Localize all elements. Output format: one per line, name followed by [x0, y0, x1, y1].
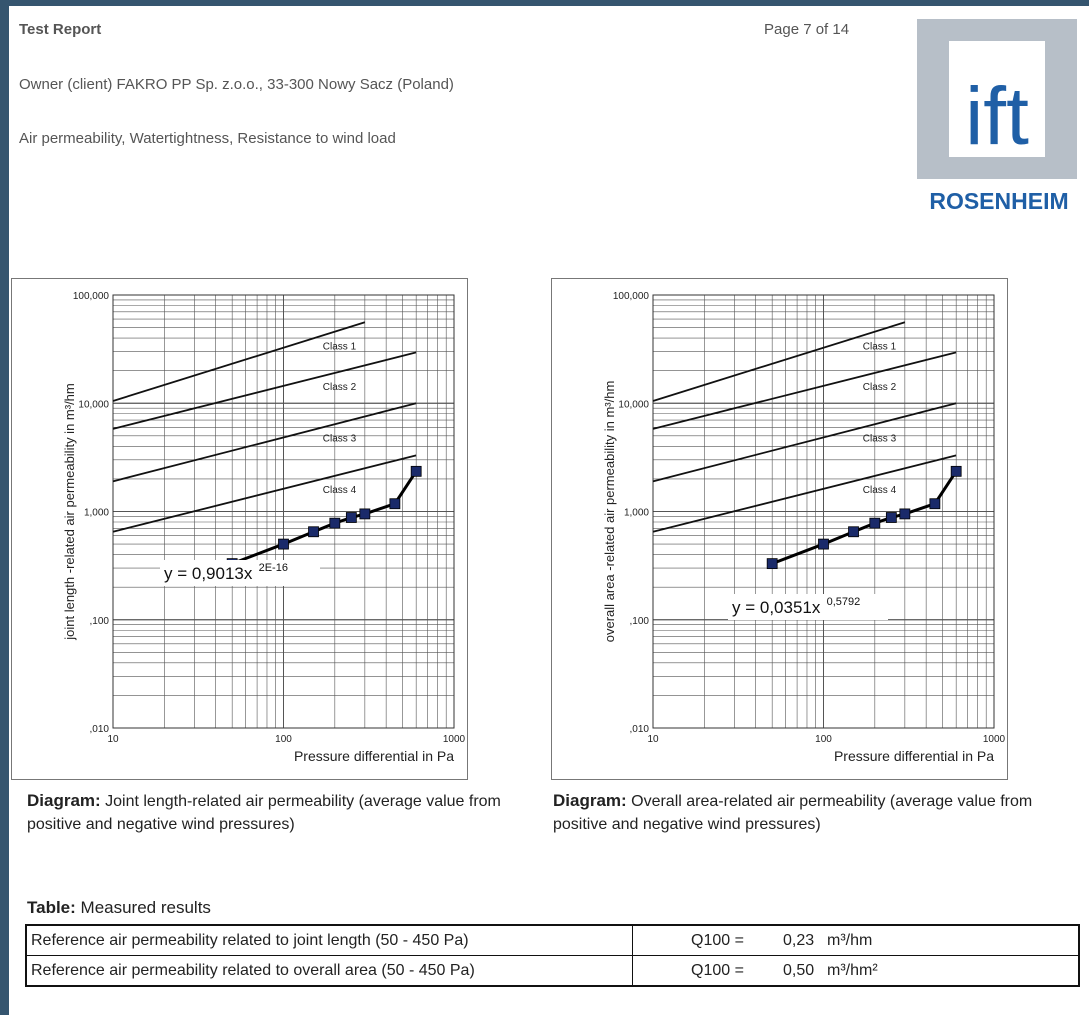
caption-label: Diagram: [553, 791, 627, 810]
chart-joint-length: 100,000 10,000 1,000 ,100 ,010 10 100 1000 Press… [11, 278, 468, 780]
y-tick-label: ,100 [630, 616, 650, 627]
results-table: Reference air permeability related to jo… [25, 924, 1080, 987]
x-tick-label: 1000 [443, 734, 466, 745]
table-title-text: Measured results [75, 898, 211, 917]
caption-label: Diagram: [27, 791, 101, 810]
y-tick-label: ,010 [630, 724, 650, 735]
data-point [848, 526, 859, 538]
y-axis-label: overall area -related air permeability i… [602, 381, 617, 643]
data-point [359, 508, 371, 520]
data-point [389, 498, 401, 510]
report-page: Test Report Page 7 of 14 Owner (client) … [9, 6, 1089, 1015]
data-point [950, 465, 962, 477]
row-label: Reference air permeability related to ov… [25, 955, 633, 987]
page-number: Page 7 of 14 [764, 21, 850, 38]
plot-frame [652, 294, 995, 729]
table-title: Table: Measured results [27, 898, 211, 918]
trendline-equation: y = 0,9013x [164, 564, 253, 583]
class-label: Class 2 [323, 382, 357, 393]
caption-overall-area: Diagram: Overall area-related air permea… [553, 789, 1053, 836]
y-tick-label: ,100 [90, 616, 110, 627]
class-line [112, 321, 366, 402]
class-line [652, 351, 957, 430]
row-value: 0,23 [783, 931, 815, 949]
data-point [766, 558, 778, 570]
data-point [329, 517, 341, 529]
row-value-cell: Q100 = 0,23 m³/hm [632, 924, 1080, 956]
logo-subtext: ROSENHEIM [929, 188, 1068, 214]
y-tick-label: ,010 [90, 724, 110, 735]
table-title-label: Table: [27, 898, 76, 917]
row-label: Reference air permeability related to jo… [25, 924, 633, 956]
x-tick-label: 100 [275, 734, 292, 745]
caption-text: Joint length-related air permeability (a… [27, 793, 501, 833]
row-value-cell: Q100 = 0,50 m³/hm² [632, 955, 1080, 987]
equation-box [160, 560, 320, 586]
data-point [869, 517, 881, 529]
class-label: Class 4 [323, 485, 357, 496]
caption-text: Overall area-related air permeability (a… [553, 793, 1033, 833]
data-point [308, 526, 319, 538]
row-unit: m³/hm² [827, 961, 878, 979]
class-line [112, 402, 417, 483]
data-point [410, 465, 422, 477]
trendline-exponent: 2E-16 [259, 562, 288, 574]
class-line [652, 321, 906, 402]
y-tick-label: 100,000 [613, 291, 650, 302]
row-prefix: Q100 = [691, 931, 744, 949]
x-tick-label: 10 [647, 734, 659, 745]
owner-line: Owner (client) FAKRO PP Sp. z.o.o., 33-3… [19, 76, 454, 93]
chart-overall-area: 100,000 10,000 1,000 ,100 ,010 10 100 1000 Press… [551, 278, 1008, 780]
data-point [345, 512, 357, 523]
table-row: Reference air permeability related to ov… [25, 955, 1080, 987]
class-label: Class 3 [323, 433, 357, 444]
row-prefix: Q100 = [691, 961, 744, 979]
class-label: Class 1 [863, 341, 897, 352]
ift-rosenheim-logo: ift ROSENHEIM [917, 19, 1077, 214]
x-axis-label: Pressure differential in Pa [834, 748, 994, 764]
data-point [885, 512, 897, 523]
y-tick-label: 1,000 [84, 508, 109, 519]
x-tick-label: 100 [815, 734, 832, 745]
data-point [278, 538, 289, 550]
x-axis-label: Pressure differential in Pa [294, 748, 454, 764]
x-tick-label: 10 [107, 734, 119, 745]
row-value: 0,50 [783, 961, 815, 979]
class-line [652, 454, 957, 533]
data-point [899, 508, 911, 520]
table-row: Reference air permeability related to jo… [25, 924, 1080, 956]
data-point [818, 538, 829, 550]
row-unit: m³/hm [827, 931, 873, 949]
report-title: Test Report [19, 21, 102, 38]
gridlines [652, 294, 995, 729]
class-line [112, 454, 417, 533]
data-point [929, 498, 941, 510]
plot-frame [112, 294, 455, 729]
class-line [112, 351, 417, 430]
x-tick-label: 1000 [983, 734, 1006, 745]
caption-joint-length: Diagram: Joint length-related air permea… [27, 789, 527, 836]
equation-box [728, 594, 888, 620]
class-line [652, 402, 957, 483]
y-axis-label: joint length -related air permeability i… [62, 383, 77, 641]
y-tick-label: 10,000 [78, 399, 109, 410]
trendline-exponent: 0,5792 [827, 596, 861, 608]
test-types: Air permeability, Watertightness, Resist… [19, 130, 396, 147]
y-tick-label: 1,000 [624, 508, 649, 519]
trendline-equation: y = 0,0351x [732, 598, 821, 617]
y-tick-label: 10,000 [618, 399, 649, 410]
class-label: Class 1 [323, 341, 357, 352]
logo-text: ift [965, 71, 1029, 162]
class-label: Class 4 [863, 485, 897, 496]
class-label: Class 3 [863, 433, 897, 444]
gridlines [112, 294, 455, 729]
class-label: Class 2 [863, 382, 897, 393]
y-tick-label: 100,000 [73, 291, 110, 302]
